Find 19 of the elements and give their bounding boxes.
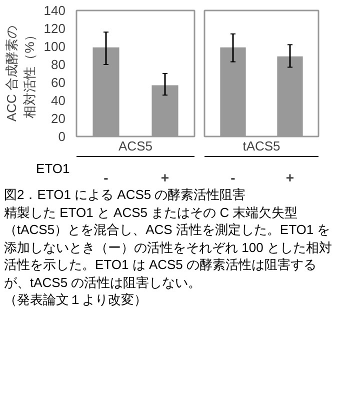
- y-tick-label: 140: [44, 3, 66, 18]
- text: 図2．ETO1 による ACS5 の酵素活性阻害: [4, 186, 247, 204]
- y-tick-label: 0: [58, 129, 66, 144]
- x-tick-label: -: [104, 170, 109, 186]
- y-tick-label: 120: [44, 21, 66, 36]
- y-tick-label: 80: [51, 57, 66, 72]
- x-tick-label: +: [160, 170, 170, 186]
- y-tick-label: 60: [51, 75, 66, 90]
- x-tick-label: +: [286, 170, 294, 186]
- text: ETO1: [36, 161, 70, 176]
- text: （発表論文１より改変）: [4, 291, 148, 309]
- y-axis-title: ACC 合成酵素の相対活性（%）: [4, 25, 37, 122]
- x-axis-title: ACS5: [118, 138, 152, 154]
- y-tick-label: 100: [44, 39, 66, 54]
- text: 精製した ETO1 と ACS5 またはその C 末端欠失型（tACS5）とを混合し、ACS 活性を測定した。ETO1 を添加しないとき（ー）の活性をそれぞれ 100 とした相対活性を示した。ETO1 は ACS5 の酵素活性は阻害するが、tACS5 の活性は阻害しない。: [4, 204, 332, 292]
- x-axis-title: tACS5: [242, 138, 280, 154]
- y-tick-label: 20: [51, 111, 66, 126]
- x-tick-label: -: [230, 170, 236, 186]
- y-tick-label: 40: [51, 93, 66, 108]
